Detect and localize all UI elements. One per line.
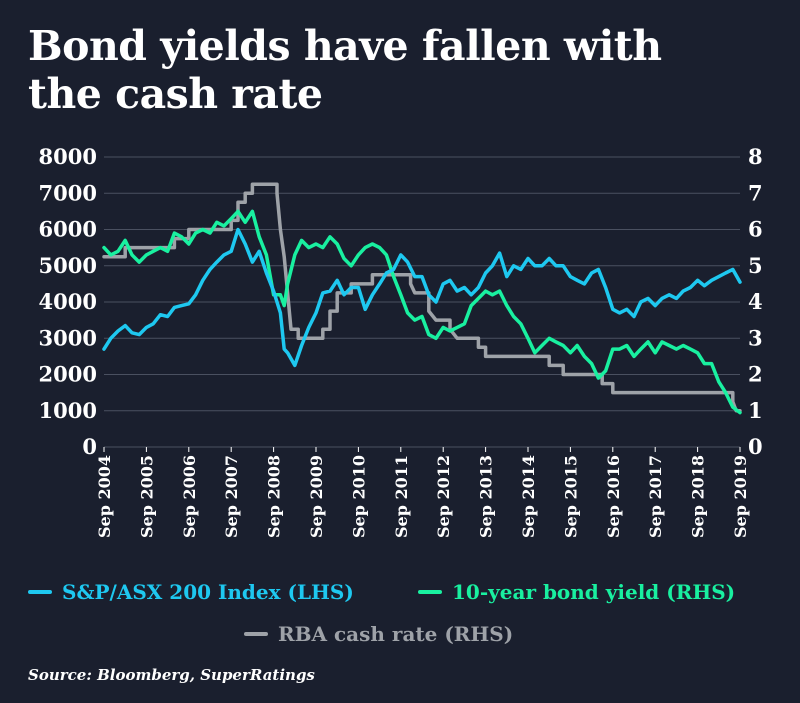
sp-asx-line <box>102 227 742 368</box>
x-axis-ticks: Sep 2004 Sep 2005 Sep 2006 Sep 2007 Sep 2008… <box>95 447 750 538</box>
x-tick-label: Sep 2014 <box>519 455 538 538</box>
right-y-tick-label: 7 <box>748 180 763 205</box>
x-tick-label: Sep 2008 <box>265 455 284 538</box>
left-y-tick-label: 0 <box>82 434 97 459</box>
x-tick-label: Sep 2011 <box>392 455 411 538</box>
right-y-axis-ticks: 0 1 2 3 4 5 6 7 8 <box>748 144 763 459</box>
x-tick-label: Sep 2005 <box>137 455 156 538</box>
legend-label-bond: 10-year bond yield (RHS) <box>452 580 736 604</box>
cash-rate-line <box>102 182 742 413</box>
right-y-tick-label: 2 <box>748 362 763 387</box>
x-tick-label: Sep 2009 <box>307 455 326 538</box>
x-tick-label: Sep 2015 <box>561 455 580 538</box>
series-lines <box>102 182 742 415</box>
x-tick-label: Sep 2018 <box>689 455 708 538</box>
left-y-tick-label: 3000 <box>39 325 97 350</box>
x-tick-label: Sep 2006 <box>180 455 199 538</box>
right-y-tick-label: 8 <box>748 144 763 169</box>
x-tick-label: Sep 2019 <box>731 455 750 538</box>
cash-legend-swatch <box>244 632 268 636</box>
right-y-tick-label: 4 <box>748 289 763 314</box>
x-tick-label: Sep 2012 <box>434 455 453 538</box>
legend-item-bond: 10-year bond yield (RHS) <box>418 580 735 604</box>
legend-label-cash: RBA cash rate (RHS) <box>278 622 514 646</box>
x-tick-label: Sep 2010 <box>349 455 368 538</box>
legend-label-sp-asx: S&P/ASX 200 Index (LHS) <box>62 580 354 604</box>
right-y-tick-label: 0 <box>748 434 763 459</box>
legend-item-cash: RBA cash rate (RHS) <box>244 622 513 646</box>
right-y-tick-label: 5 <box>748 253 763 278</box>
gridlines <box>104 156 740 448</box>
left-y-tick-label: 8000 <box>39 144 97 169</box>
source-note: Source: Bloomberg, SuperRatings <box>28 666 315 684</box>
left-y-tick-label: 1000 <box>39 398 97 423</box>
x-tick-label: Sep 2016 <box>604 455 623 538</box>
right-y-tick-label: 3 <box>748 325 763 350</box>
legend-item-sp-asx: S&P/ASX 200 Index (LHS) <box>28 580 354 604</box>
x-tick-label: Sep 2004 <box>95 455 114 538</box>
sp-asx-legend-swatch <box>28 590 52 594</box>
left-y-axis-ticks: 0 1000 2000 3000 4000 5000 6000 7000 8000 <box>39 144 97 459</box>
bond-legend-swatch <box>418 590 442 594</box>
left-y-tick-label: 4000 <box>39 289 97 314</box>
left-y-tick-label: 5000 <box>39 253 97 278</box>
right-y-tick-label: 6 <box>748 217 763 242</box>
x-tick-label: Sep 2007 <box>222 455 241 538</box>
x-tick-label: Sep 2017 <box>646 455 665 538</box>
bond-yield-line <box>102 209 742 415</box>
chart-title: Bond yields have fallen with the cash ra… <box>28 22 662 118</box>
left-y-tick-label: 6000 <box>39 217 97 242</box>
x-tick-label: Sep 2013 <box>477 455 496 538</box>
left-y-tick-label: 2000 <box>39 362 97 387</box>
right-y-tick-label: 1 <box>748 398 763 423</box>
left-y-tick-label: 7000 <box>39 180 97 205</box>
